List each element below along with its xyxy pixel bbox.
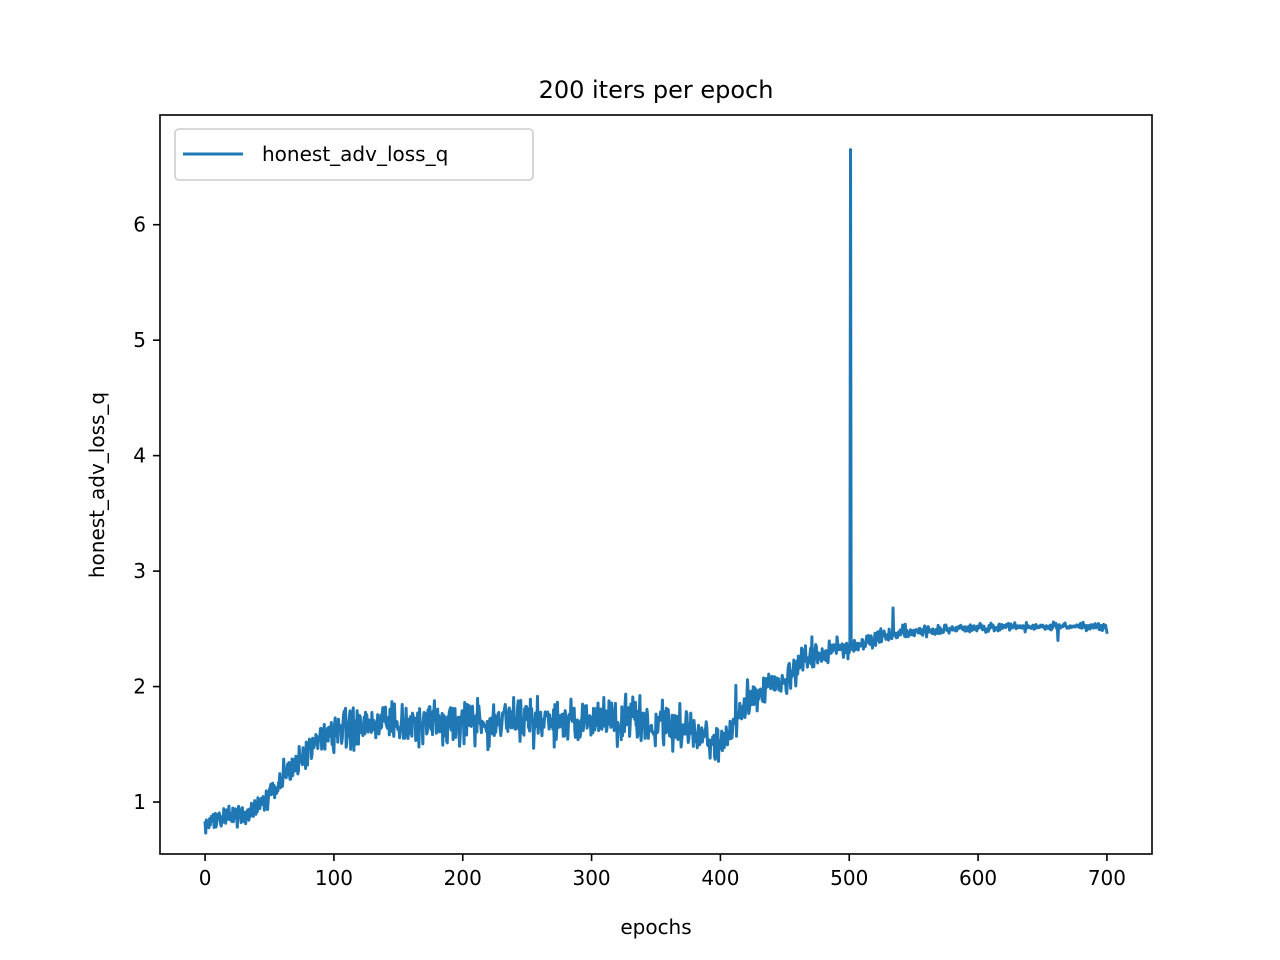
- y-axis-label: honest_adv_loss_q: [85, 392, 109, 578]
- legend-box: [174, 128, 534, 181]
- chart-title: 200 iters per epoch: [539, 76, 774, 104]
- x-tick-label: 0: [199, 866, 212, 890]
- y-tick-label: 1: [133, 790, 146, 814]
- y-tick-label: 5: [133, 328, 146, 352]
- x-tick-label: 700: [1088, 866, 1126, 890]
- axis-ticks: 0 100 200 300 400 500 600 700 1 2 3 4 5 6: [133, 213, 1126, 890]
- legend: honest_adv_loss_q: [174, 128, 534, 181]
- plot-frame: [159, 114, 1153, 855]
- legend-entry-label: honest_adv_loss_q: [262, 142, 448, 166]
- x-tick-label: 200: [444, 866, 482, 890]
- x-tick-label: 600: [959, 866, 997, 890]
- y-tick-label: 6: [133, 213, 146, 237]
- y-tick-label: 3: [133, 559, 146, 583]
- x-tick-label: 400: [701, 866, 739, 890]
- y-tick-label: 2: [133, 675, 146, 699]
- x-tick-label: 100: [315, 866, 353, 890]
- x-tick-label: 300: [572, 866, 610, 890]
- x-axis-label: epochs: [620, 915, 691, 939]
- series-line-0: [203, 148, 1109, 835]
- plot-area: [203, 148, 1109, 835]
- y-tick-label: 4: [133, 444, 146, 468]
- x-tick-label: 500: [830, 866, 868, 890]
